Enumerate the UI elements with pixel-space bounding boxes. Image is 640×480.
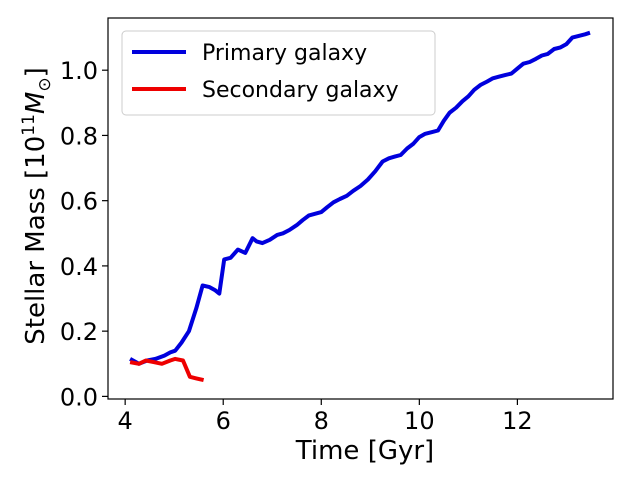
legend: Primary galaxy Secondary galaxy: [121, 30, 436, 116]
y-tick-label: 0.8: [60, 122, 98, 150]
legend-box: [121, 30, 436, 116]
y-tick-label: 0.6: [60, 188, 98, 216]
legend-label-secondary: Secondary galaxy: [202, 78, 399, 103]
y-tick-label: 1.0: [60, 57, 98, 85]
x-tick-label: 6: [216, 407, 231, 435]
x-axis-label: Time [Gyr]: [295, 436, 434, 466]
x-tick-label: 8: [314, 407, 329, 435]
series-line-secondary: [129, 356, 205, 383]
y-tick-label: 0.0: [60, 383, 98, 411]
plot-frame: [107, 17, 614, 400]
x-tick-label: 10: [404, 407, 435, 435]
series-line-primary: [129, 30, 591, 366]
x-tick-label: 12: [502, 407, 533, 435]
x-tick-label: 4: [118, 407, 133, 435]
y-tick-label: 0.2: [60, 318, 98, 346]
y-axis-label: Stellar Mass [1011M⊙]: [19, 67, 55, 344]
y-tick-label: 0.4: [60, 253, 98, 281]
legend-label-primary: Primary galaxy: [202, 41, 367, 66]
